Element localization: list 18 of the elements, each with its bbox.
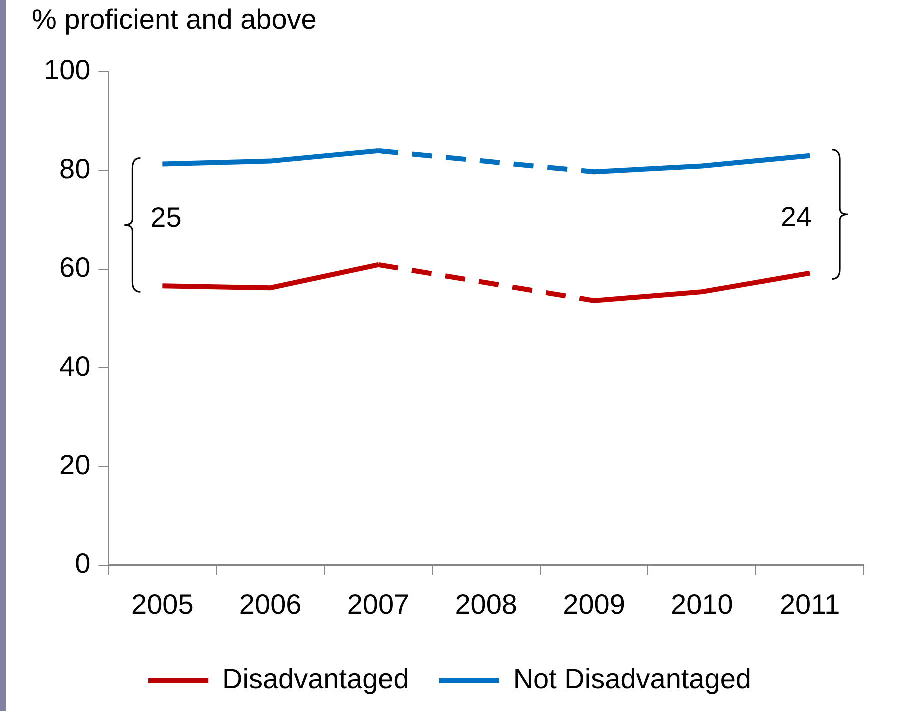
x-tick-label: 2009 [563,588,626,620]
x-tick-label: 2007 [347,588,410,620]
annotation: 25 [150,202,182,233]
y-tick-label: 100 [44,54,91,86]
x-tick-label: 2005 [132,588,194,620]
y-axis-title: % proficient and above [32,4,317,36]
x-tick-label: 2011 [780,588,840,620]
y-tick-label: 20 [60,449,91,480]
y-tick-label: 60 [60,252,91,284]
legend-label: Disadvantaged [222,664,410,695]
y-tick-label: 40 [60,350,91,382]
annotation: 24 [780,201,812,232]
y-tick-label: 0 [75,548,91,580]
x-tick-label: 2008 [455,588,518,620]
legend-label: Not Disadvantaged [513,664,752,695]
x-tick-label: 2006 [239,588,302,620]
y-tick-label: 80 [60,153,91,184]
x-tick-label: 2010 [671,588,734,620]
